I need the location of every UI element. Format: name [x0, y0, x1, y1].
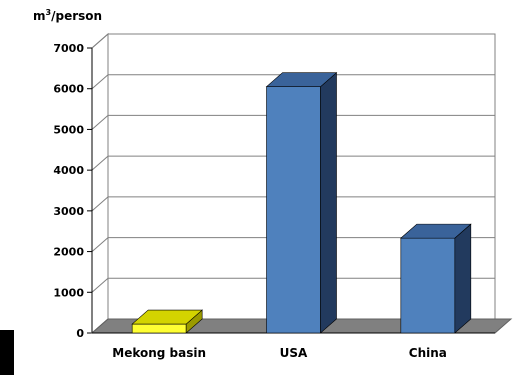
- gridline-side: [91, 237, 109, 252]
- gridline-side: [91, 74, 109, 90]
- bar-top: [400, 223, 472, 239]
- x-tick-label: Mekong basin: [112, 346, 206, 360]
- y-tick-label: 7000: [53, 42, 84, 55]
- y-tick-label: 3000: [53, 205, 84, 218]
- corner-block: [0, 330, 14, 375]
- y-tick-label: 5000: [53, 123, 84, 136]
- x-tick-label: China: [409, 346, 447, 360]
- y-axis-label: m3/person: [33, 8, 103, 23]
- gridline-side: [91, 196, 109, 212]
- y-tick-label: 1000: [53, 286, 84, 299]
- bar-top: [265, 72, 338, 87]
- y-tick-label: 2000: [53, 246, 84, 259]
- y-tick-label: 4000: [53, 164, 84, 177]
- bar-front: [400, 237, 456, 334]
- bar-front: [266, 86, 321, 334]
- bar-side: [454, 223, 472, 334]
- side-wall: [91, 32, 109, 335]
- bar-top: [131, 309, 203, 325]
- bar-side: [320, 72, 337, 334]
- gridline-side: [91, 155, 109, 171]
- y-tick-label: 6000: [53, 83, 84, 96]
- y-tick-label: 0: [76, 327, 84, 340]
- x-tick-label: USA: [280, 346, 308, 360]
- gridline-side: [91, 277, 109, 293]
- gridline-side: [91, 115, 109, 130]
- bar-front: [131, 323, 187, 334]
- gridline-side: [91, 33, 109, 49]
